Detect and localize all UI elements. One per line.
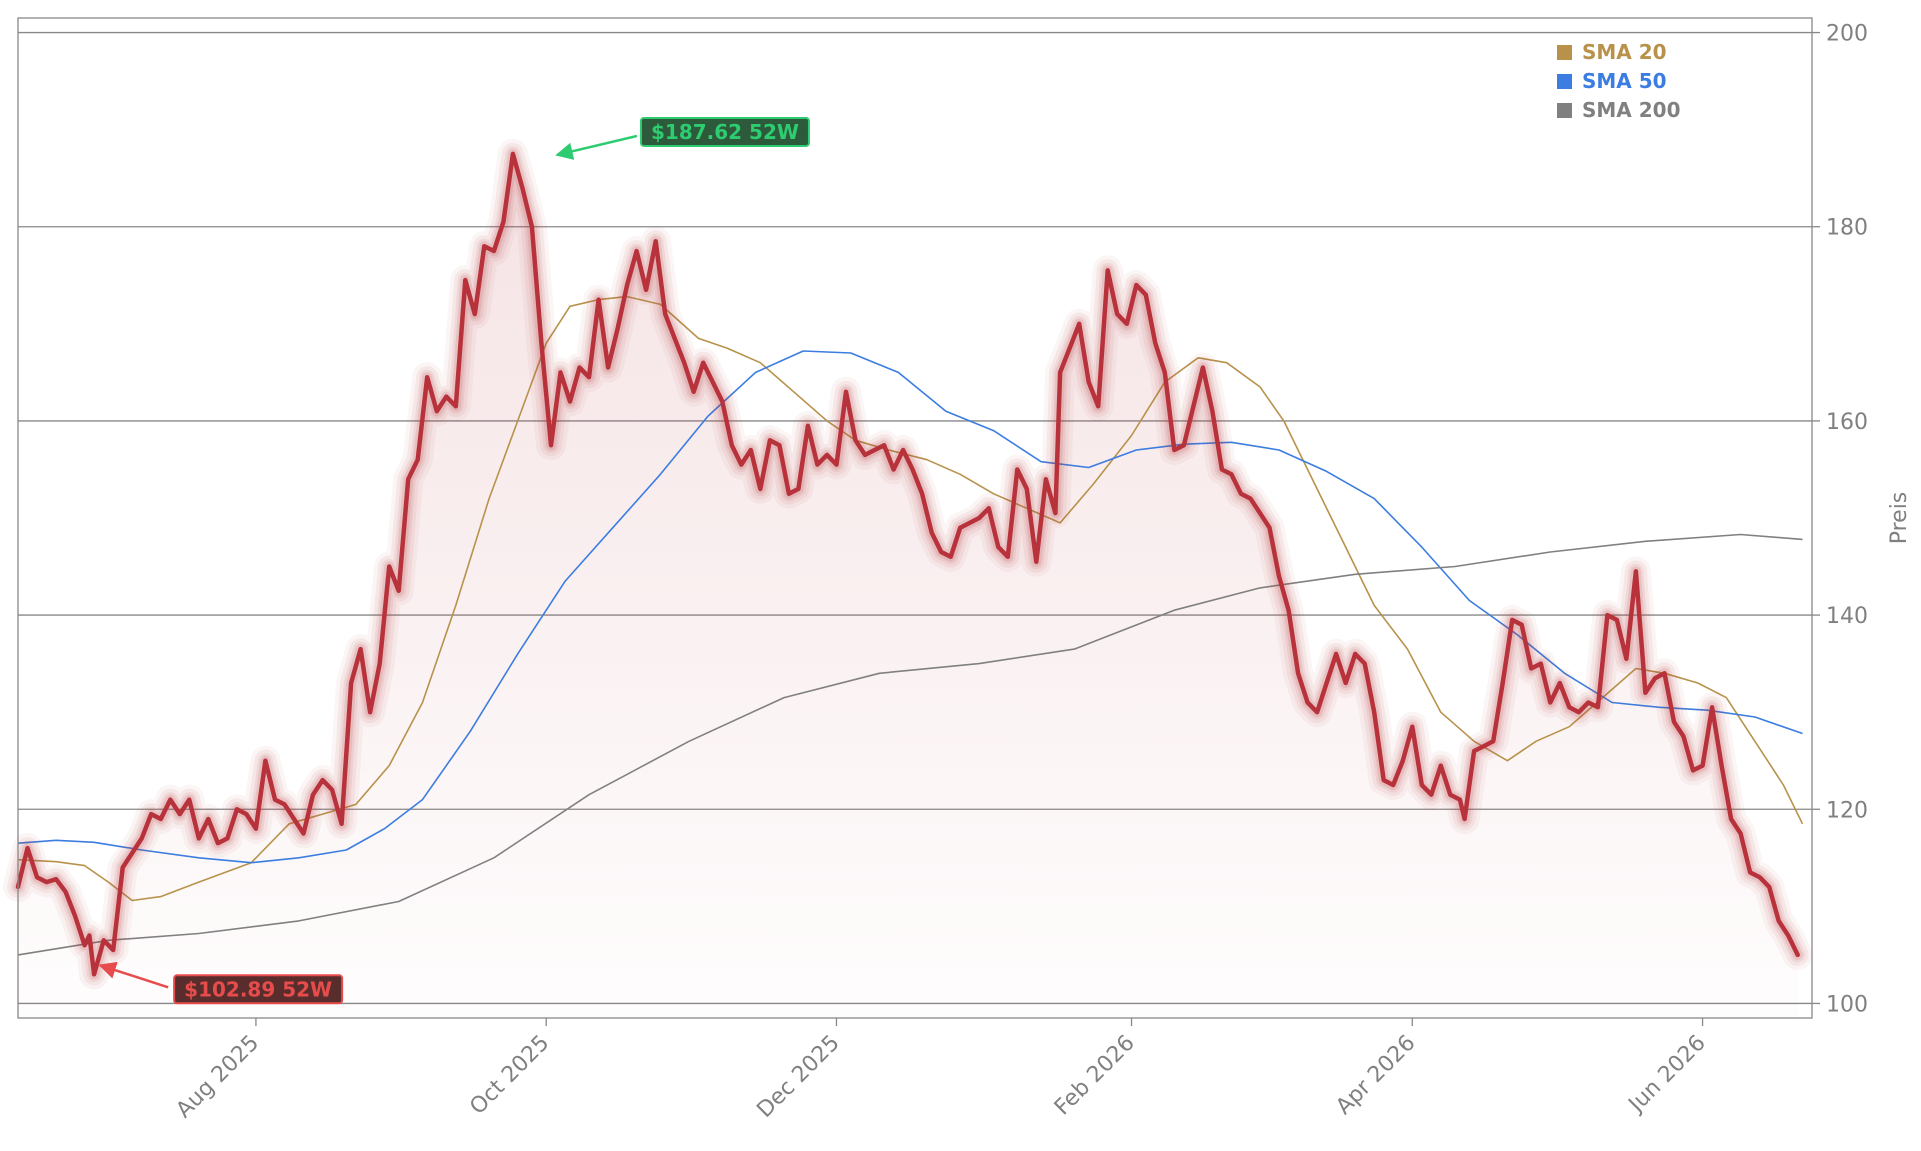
y-tick-label: 100 <box>1826 992 1868 1017</box>
x-tick-label: Aug 2025 <box>172 1031 265 1124</box>
y-tick-label: 160 <box>1826 410 1868 435</box>
price-line-group <box>3 138 1813 990</box>
annotation-label: $187.62 52W <box>651 120 799 144</box>
y-tick-label: 180 <box>1826 216 1868 241</box>
legend-label: SMA 200 <box>1582 98 1681 122</box>
y-tick-label: 120 <box>1826 798 1868 823</box>
legend-swatch <box>1557 103 1572 118</box>
y-tick-label: 200 <box>1826 22 1868 47</box>
annotation-arrow <box>555 134 638 160</box>
series-line-price <box>15 151 1800 977</box>
legend-label: SMA 20 <box>1582 40 1667 64</box>
sma-lines <box>17 295 1804 956</box>
plot-border <box>17 17 1813 1019</box>
y-axis: 100 120 140 160 180 200 <box>1812 22 1868 1017</box>
x-tick-label: Dec 2025 <box>752 1031 844 1123</box>
x-axis: Aug 2025 Oct 2025 Dec 2025 Feb 2026 Apr 2026… <box>172 1018 1711 1123</box>
x-tick-label: Oct 2025 <box>465 1031 554 1120</box>
y-tick-label: 140 <box>1826 604 1868 629</box>
price-area <box>18 153 1798 1018</box>
legend: SMA 20 SMA 50 SMA 200 <box>1557 40 1681 122</box>
annotation-arrow <box>98 961 169 989</box>
legend-label: SMA 50 <box>1582 69 1667 93</box>
legend-swatch <box>1557 45 1572 60</box>
plot-frame <box>17 17 1813 1019</box>
annotations: $187.62 52W $102.89 52W <box>98 116 810 1005</box>
price-area-fill <box>18 153 1798 1018</box>
y-axis-title: Preis <box>1887 492 1912 545</box>
legend-swatch <box>1557 74 1572 89</box>
x-tick-label: Feb 2026 <box>1050 1031 1140 1121</box>
x-tick-label: Jun 2026 <box>1623 1031 1711 1119</box>
annotation-low: $102.89 52W <box>98 961 344 1005</box>
annotation-box <box>639 116 810 147</box>
series-line-sma-50 <box>17 350 1803 864</box>
annotation-high: $187.62 52W <box>555 116 810 160</box>
annotation-label: $102.89 52W <box>184 977 332 1001</box>
series-line-sma-200 <box>17 533 1803 956</box>
series-line-sma-20 <box>17 295 1804 902</box>
x-tick-label: Apr 2026 <box>1331 1031 1420 1120</box>
annotation-box <box>173 974 344 1005</box>
